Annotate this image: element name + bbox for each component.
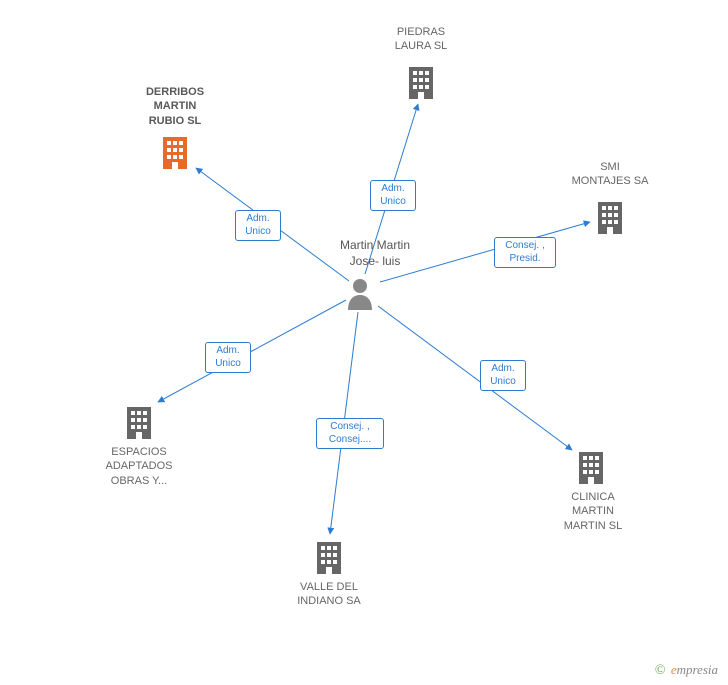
edge-label-piedras: Adm. Unico [370,180,416,211]
node-label-clinica: CLINICA MARTIN MARTIN SL [548,490,638,533]
building-icon-smi [595,200,625,234]
edge-label-smi: Consej. , Presid. [494,237,556,268]
center-label: Martin Martin Jose- luis [330,238,420,269]
building-icon-espacios [124,405,154,439]
watermark: © empresia [655,662,718,679]
building-icon-clinica [576,450,606,484]
person-icon [345,276,375,310]
node-label-piedras: PIEDRAS LAURA SL [376,25,466,54]
node-label-derribos: DERRIBOS MARTIN RUBIO SL [130,85,220,128]
edge-label-clinica: Adm. Unico [480,360,526,391]
node-label-smi: SMI MONTAJES SA [558,160,662,189]
building-icon-valle [314,540,344,574]
edge-label-espacios: Adm. Unico [205,342,251,373]
edge-label-derribos: Adm. Unico [235,210,281,241]
edge-label-valle: Consej. , Consej.... [316,418,384,449]
node-label-espacios: ESPACIOS ADAPTADOS OBRAS Y... [94,445,184,488]
edge-espacios [158,300,346,402]
copyright-icon: © [655,663,666,678]
building-icon-piedras [406,65,436,99]
building-icon-derribos [160,135,190,169]
node-label-valle: VALLE DEL INDIANO SA [284,580,374,609]
edge-clinica [378,306,572,450]
